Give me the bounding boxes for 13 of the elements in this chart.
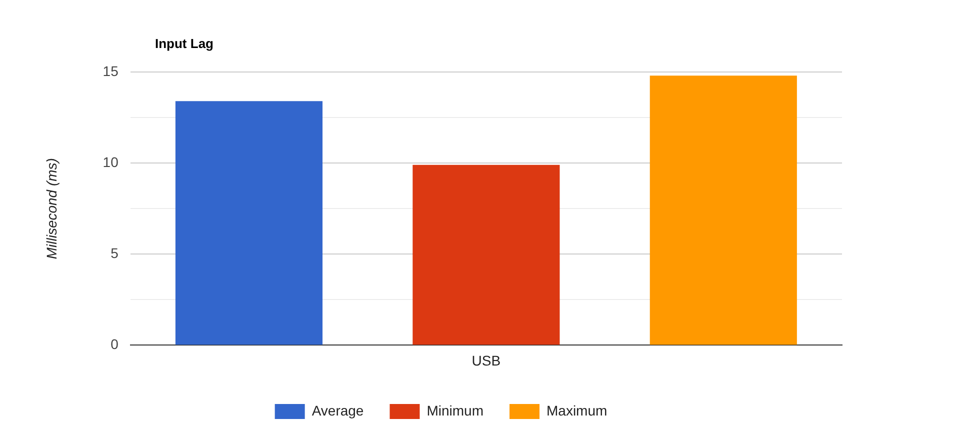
y-tick-label: 0 [110, 336, 119, 352]
y-tick-label: 10 [102, 154, 119, 170]
legend-label: Average [312, 402, 364, 418]
y-axis-title: Millisecond (ms) [43, 158, 60, 260]
legend-label: Minimum [426, 402, 484, 418]
x-tick-label: USB [472, 352, 501, 368]
y-tick-label: 5 [110, 244, 119, 261]
bar [412, 164, 560, 345]
legend-label: Maximum [546, 402, 608, 418]
chart-title: Input Lag [155, 36, 214, 51]
bar [175, 101, 323, 345]
y-tick-label: 15 [102, 62, 119, 79]
bar [650, 76, 797, 345]
